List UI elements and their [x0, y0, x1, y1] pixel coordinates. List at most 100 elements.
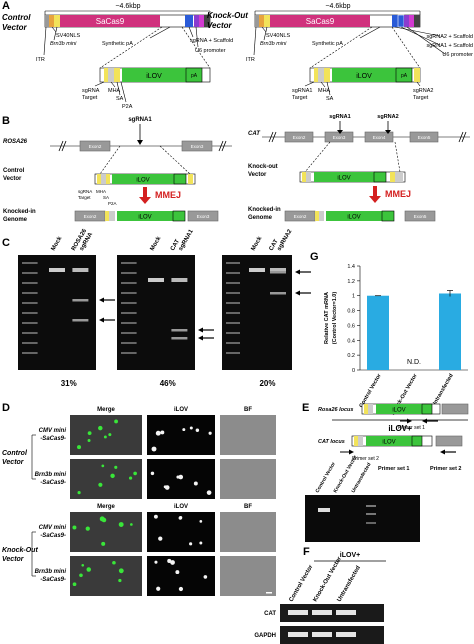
ladder-band — [22, 262, 38, 264]
panel-label: C — [2, 237, 10, 249]
label: CAT locus — [318, 439, 345, 445]
label: U6 promoter — [195, 48, 226, 54]
connector — [320, 81, 326, 88]
cell — [133, 471, 137, 476]
panel-label: D — [2, 402, 10, 414]
cell — [98, 482, 103, 487]
shape — [414, 68, 420, 82]
y-axis-label: (Control Vector=1.0) — [332, 292, 338, 345]
gel — [305, 495, 420, 542]
row-label: Brn3b mini — [35, 569, 67, 575]
connector — [149, 26, 171, 39]
y-tick-label: 0.4 — [347, 338, 355, 344]
shape — [332, 68, 396, 82]
label: ~4.6kbp — [325, 3, 350, 10]
group-label: iLOV+ — [340, 552, 360, 559]
label: Brn3b mini — [260, 41, 287, 47]
ladder-band — [226, 262, 240, 264]
shape — [358, 436, 363, 446]
cell — [167, 558, 172, 563]
connector — [391, 26, 421, 69]
shape — [318, 68, 324, 82]
ladder-band — [22, 302, 38, 304]
shape — [368, 404, 373, 414]
cell — [118, 522, 124, 527]
label: U6 promoter — [442, 52, 473, 58]
cell — [154, 560, 158, 564]
label: SV40NLS — [56, 33, 80, 39]
shape — [315, 211, 319, 221]
connector — [94, 81, 105, 87]
arrow-head — [295, 269, 300, 275]
row-label: -SaCas9- — [40, 577, 66, 583]
y-tick-label: 0.2 — [347, 353, 355, 359]
cell — [158, 536, 163, 541]
cell — [206, 490, 212, 495]
connector — [271, 131, 277, 143]
column-header: Merge — [97, 407, 115, 413]
ladder-band — [226, 292, 240, 294]
shape — [435, 435, 463, 447]
label: Target — [82, 95, 98, 101]
shape — [411, 435, 423, 447]
shape — [185, 67, 203, 83]
y-tick-label: 0.8 — [347, 309, 355, 315]
shape — [314, 68, 318, 82]
label: P2A — [122, 104, 133, 110]
label: MHA — [318, 88, 331, 94]
lane-label: Untransfected — [351, 462, 373, 494]
annotation: N.D. — [407, 359, 421, 366]
label: Vector — [248, 172, 267, 178]
shape — [108, 68, 114, 82]
ladder-band — [22, 342, 38, 344]
shape — [109, 211, 115, 221]
cell — [72, 582, 77, 587]
label: iLOV — [356, 73, 372, 80]
cell — [175, 570, 180, 575]
column-header: iLOV — [174, 504, 188, 510]
arrow-head — [198, 327, 203, 333]
label: Knocked-in — [248, 207, 281, 213]
shape — [404, 15, 409, 27]
arrow-head — [137, 140, 143, 145]
shape — [395, 67, 413, 83]
exon — [284, 131, 314, 143]
panel-label: G — [310, 251, 319, 263]
group-label: iLOV+ — [388, 424, 412, 433]
ladder-band — [22, 282, 38, 284]
label: iLOV — [347, 215, 360, 221]
cell — [77, 445, 82, 450]
label: iLOV — [392, 408, 405, 414]
cell — [176, 475, 180, 479]
band — [270, 271, 286, 274]
label: Mock — [51, 235, 64, 252]
arrow-head — [139, 197, 151, 204]
label: sgRNA2 + Scaffold — [426, 34, 473, 40]
exon — [181, 140, 213, 152]
shape — [319, 211, 324, 221]
connector — [58, 140, 64, 152]
label: sgRNA2 — [277, 228, 294, 252]
band — [72, 268, 89, 272]
connector — [218, 140, 224, 152]
band — [249, 268, 265, 272]
connector — [394, 26, 441, 37]
label: sgRNA1 — [178, 228, 195, 252]
shape — [45, 15, 49, 27]
cell — [114, 465, 118, 469]
label: Exon5 — [418, 135, 431, 140]
label: Target — [292, 95, 308, 101]
bar — [367, 295, 389, 370]
shape — [392, 15, 398, 27]
connector — [99, 145, 121, 175]
lane-label: Untransfected — [337, 565, 363, 603]
band — [72, 319, 89, 322]
connector — [304, 81, 315, 87]
band — [288, 632, 308, 637]
connector — [195, 26, 199, 48]
scale-bar — [266, 592, 272, 594]
ladder-band — [226, 332, 240, 334]
band — [336, 632, 356, 637]
connector — [458, 131, 464, 143]
y-tick-label: 0.6 — [347, 323, 355, 329]
